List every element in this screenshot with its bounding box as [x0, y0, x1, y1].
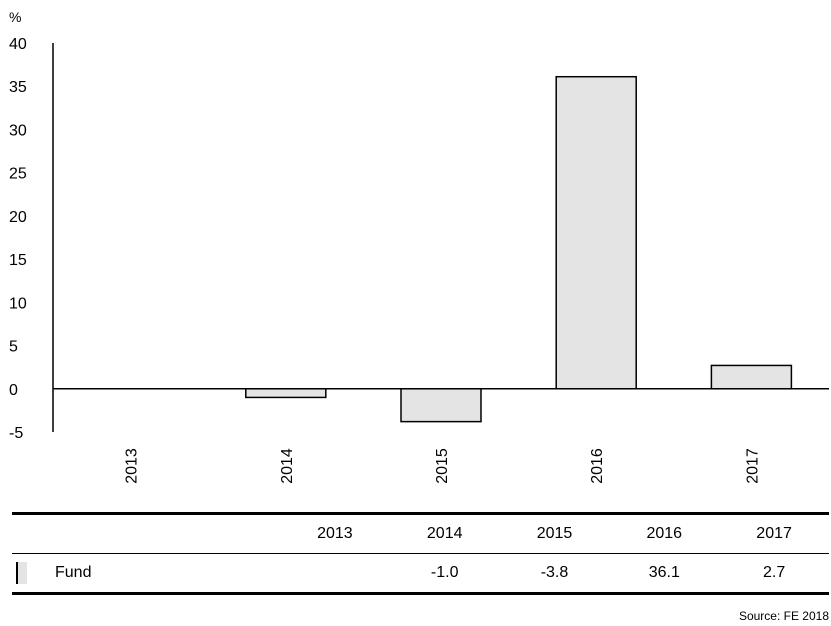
- series-name: Fund: [55, 564, 92, 582]
- source-note: Source: FE 2018: [738, 609, 829, 623]
- y-axis-unit-label: %: [9, 9, 21, 25]
- bar: [400, 388, 482, 423]
- table-row: Fund -1.0 -3.8 36.1 2.7: [12, 553, 829, 595]
- table-value-cell: -1.0: [389, 553, 500, 595]
- x-category-label: 2013: [124, 448, 141, 484]
- y-tick-label: 25: [9, 166, 27, 183]
- table-value-cell: 36.1: [609, 553, 720, 595]
- series-name-cell: Fund: [12, 553, 280, 595]
- y-tick-label: 15: [9, 252, 27, 269]
- table-value-cell: [280, 553, 390, 595]
- y-tick-label: 35: [9, 79, 27, 96]
- table-header-cell: 2015: [499, 512, 610, 554]
- x-category-label: 2016: [589, 448, 606, 484]
- bar: [710, 364, 793, 390]
- bars: [245, 75, 793, 423]
- table-header-cell: 2014: [389, 512, 500, 554]
- series-swatch-icon: [16, 562, 27, 584]
- table-value-cell: -3.8: [499, 553, 610, 595]
- y-tick-label: 0: [9, 382, 18, 399]
- bar: [555, 75, 637, 390]
- table-corner-cell: [12, 512, 280, 554]
- data-table: 2013 2014 2015 2016 2017 Fund -1.0 -3.8 …: [12, 512, 829, 595]
- y-axis-ticks: 40 35 30 25 20 15 10 5 0 -5: [9, 36, 27, 442]
- y-tick-label: -5: [9, 425, 23, 442]
- y-tick-label: 10: [9, 295, 27, 312]
- table-header-cell: 2013: [280, 512, 390, 554]
- x-category-label: 2015: [434, 448, 451, 484]
- table-header-cell: 2017: [719, 512, 829, 554]
- y-tick-label: 40: [9, 36, 27, 53]
- y-tick-label: 30: [9, 122, 27, 139]
- y-tick-label: 20: [9, 209, 27, 226]
- table-header-row: 2013 2014 2015 2016 2017: [12, 512, 829, 554]
- x-axis-labels: 2013 2014 2015 2016 2017: [124, 448, 762, 484]
- x-category-label: 2017: [744, 448, 761, 484]
- table-value-cell: 2.7: [719, 553, 829, 595]
- y-tick-label: 5: [9, 339, 18, 356]
- x-category-label: 2014: [279, 448, 296, 484]
- table-header-cell: 2016: [609, 512, 720, 554]
- bar: [245, 388, 327, 399]
